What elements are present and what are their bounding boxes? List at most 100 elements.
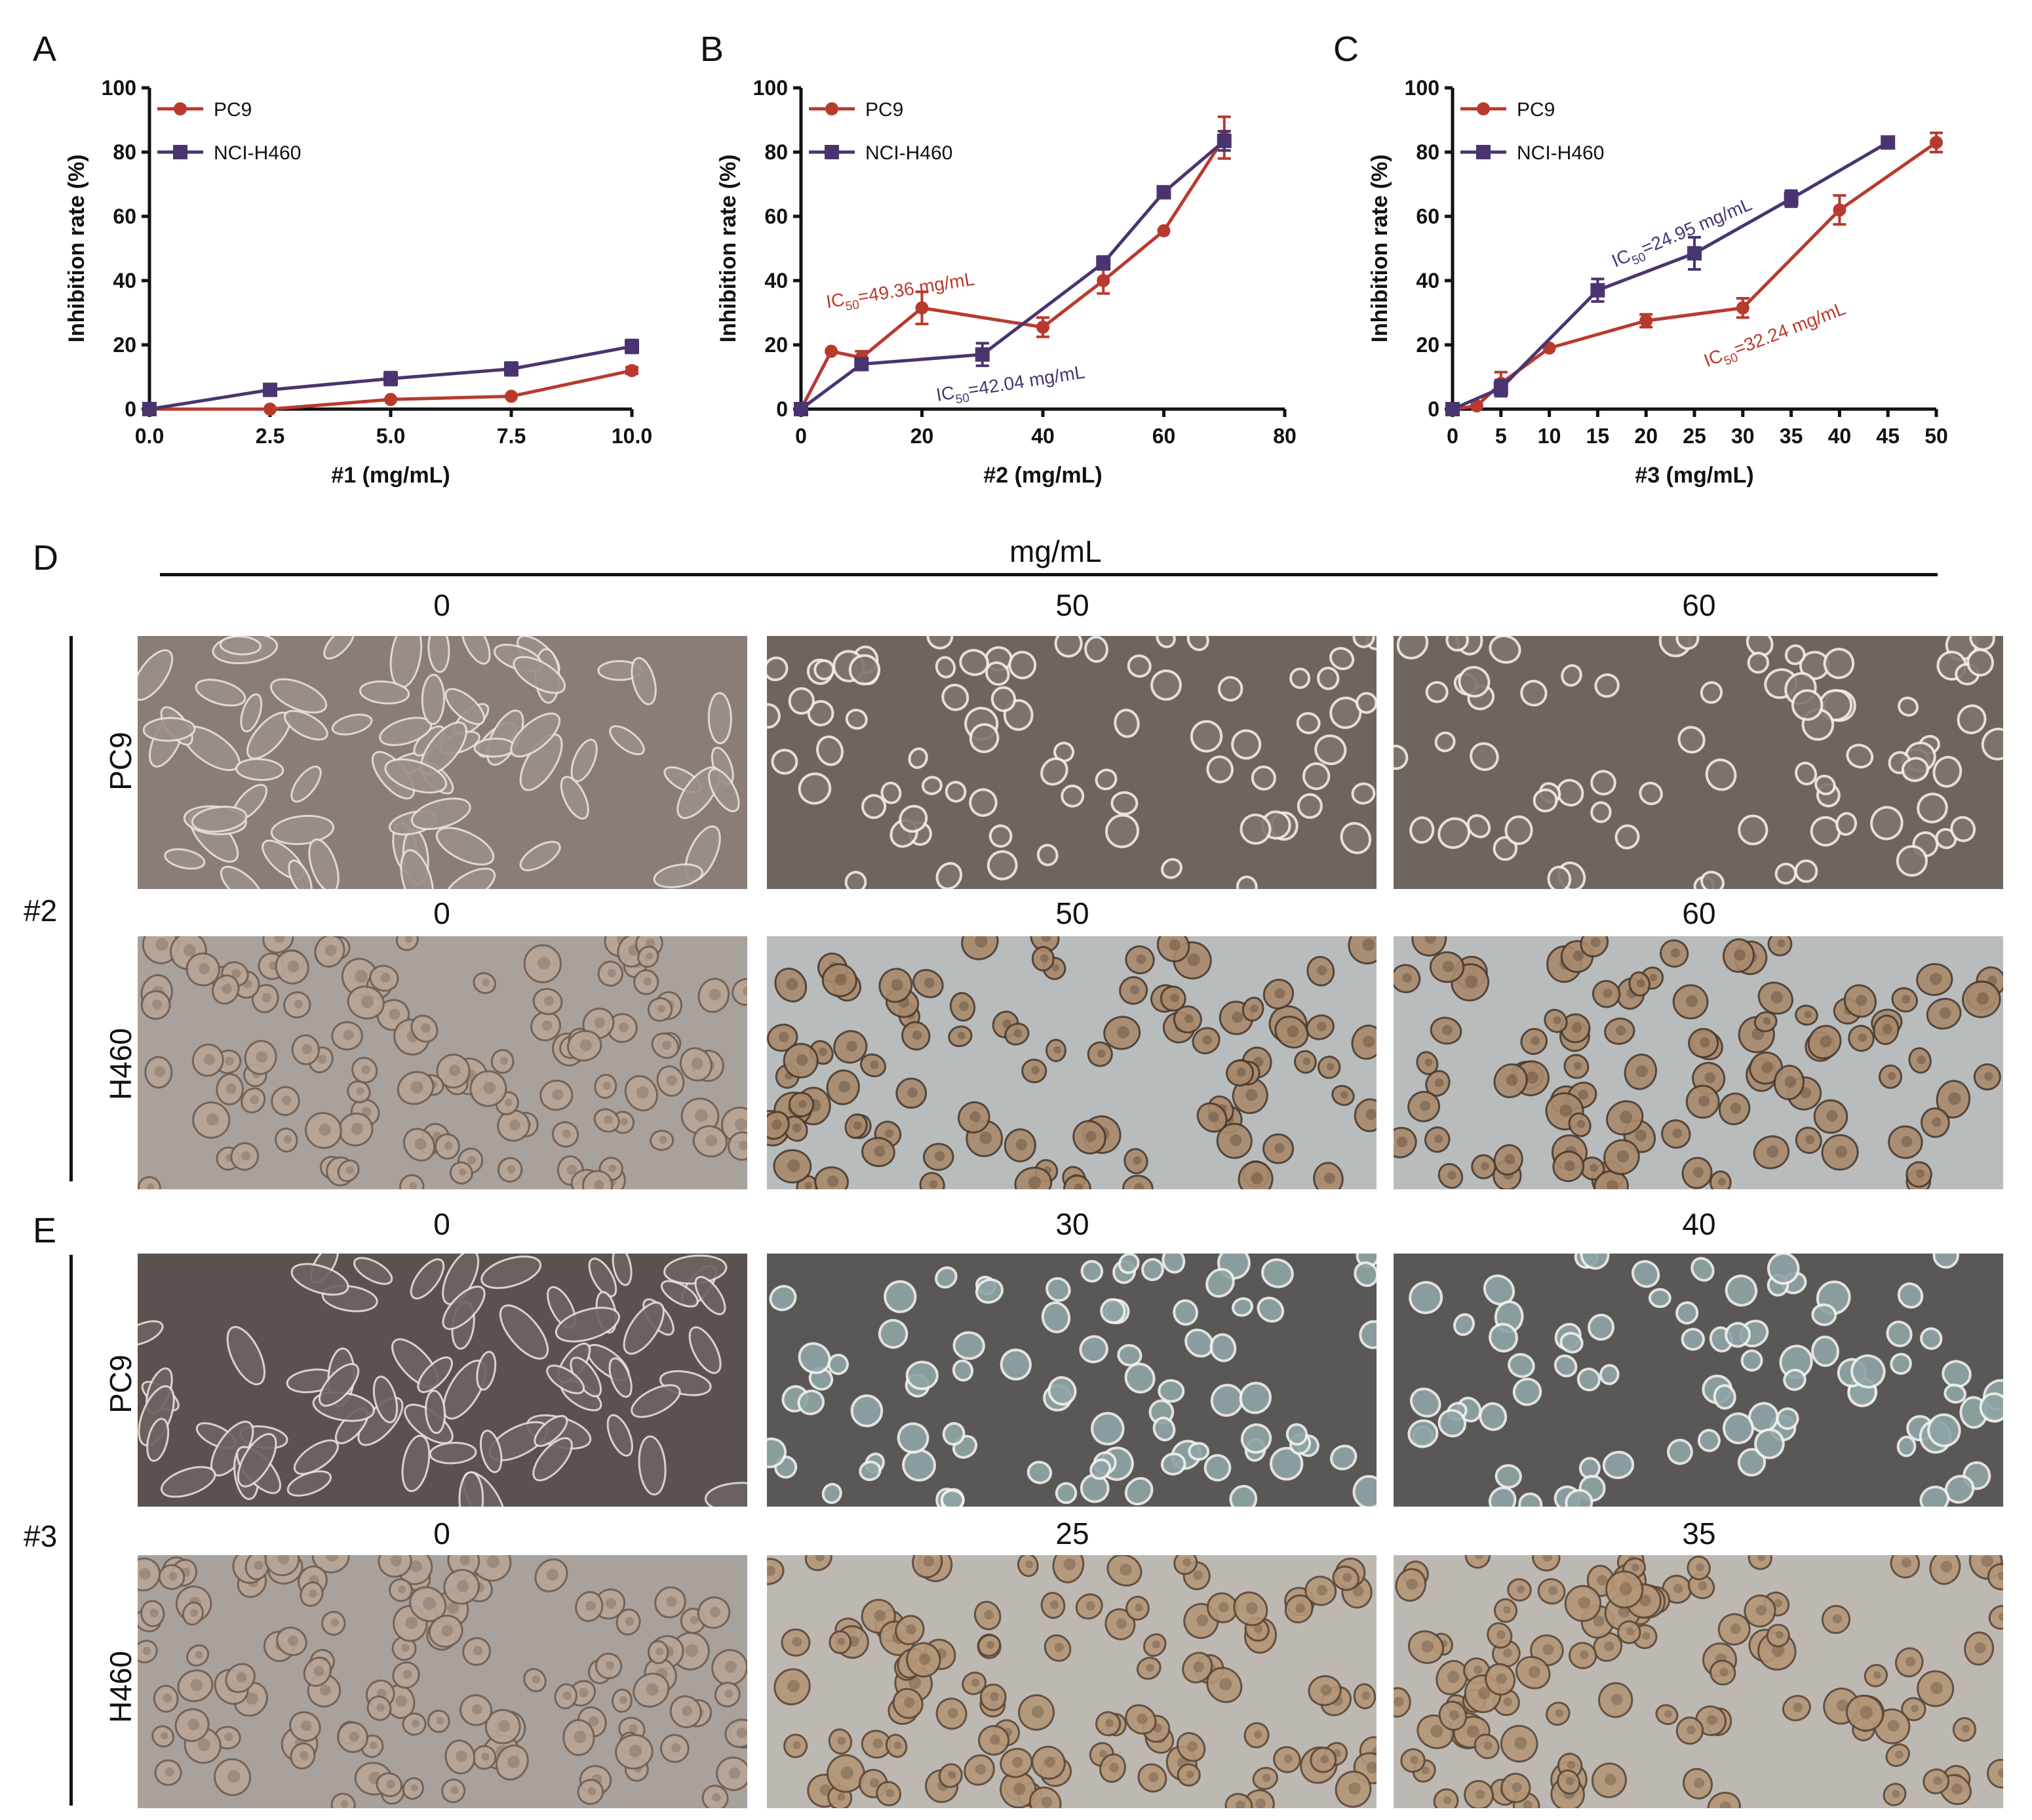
data-point — [384, 393, 397, 406]
data-point — [1881, 135, 1896, 150]
conc-label: 0 — [433, 1516, 450, 1551]
panel-letter-b: B — [700, 30, 724, 69]
data-point — [1493, 381, 1508, 396]
x-tick-label: 40 — [1828, 424, 1852, 448]
data-point — [794, 402, 808, 416]
data-point — [1833, 203, 1846, 217]
y-tick-label: 80 — [113, 140, 136, 164]
micrograph-h460-2-0 — [138, 936, 747, 1189]
y-tick-label: 20 — [1416, 333, 1439, 357]
conc-label: 40 — [1682, 1207, 1716, 1241]
y-tick-label: 40 — [113, 269, 136, 292]
group-label-2: #2 — [24, 894, 58, 928]
legend-label: NCI-H460 — [214, 142, 301, 164]
row-label-h460-2: H460 — [104, 1028, 138, 1100]
y-tick-label: 0 — [125, 397, 136, 421]
conc-label: 25 — [1055, 1516, 1089, 1551]
ic50-annotation: IC50=49.36 mg/mL — [825, 268, 977, 316]
micrograph-image — [767, 936, 1377, 1189]
micrograph-h460-3-35 — [1394, 1555, 2003, 1808]
conc-label: 0 — [433, 896, 450, 930]
x-tick-label: 2.5 — [256, 424, 284, 448]
y-axis-label: Inhibition rate (%) — [64, 154, 89, 342]
x-tick-label: 25 — [1683, 424, 1706, 448]
y-tick-label: 100 — [1405, 76, 1439, 100]
micrograph-pc9-2-60 — [1394, 636, 2003, 889]
data-point — [1097, 274, 1110, 287]
data-point — [1784, 191, 1799, 207]
y-tick-label: 20 — [113, 333, 136, 357]
series-line-nci-h460 — [800, 139, 1226, 411]
x-tick-label: 0 — [1447, 424, 1458, 448]
x-tick-label: 5.0 — [376, 424, 405, 448]
y-tick-label: 60 — [764, 205, 788, 228]
data-point — [1156, 185, 1171, 200]
data-point — [505, 389, 518, 403]
panel-letter-d: D — [33, 538, 58, 578]
group-bracket-2 — [69, 636, 73, 1181]
data-point — [625, 339, 639, 354]
data-point — [1687, 246, 1702, 261]
data-point — [915, 301, 929, 315]
y-tick-label: 80 — [1416, 140, 1439, 164]
concentration-header-rule — [160, 573, 1938, 576]
y-tick-label: 60 — [113, 205, 136, 228]
panel-letter-c: C — [1333, 30, 1359, 69]
x-tick-label: 20 — [910, 424, 934, 448]
x-tick-label: 5 — [1495, 424, 1507, 448]
y-axis-label: Inhibition rate (%) — [716, 154, 741, 342]
x-tick-label: 45 — [1876, 424, 1900, 448]
legend-label: NCI-H460 — [1517, 142, 1604, 164]
conc-label: 30 — [1055, 1207, 1089, 1241]
micrograph-h460-2-50 — [767, 936, 1377, 1189]
data-point — [504, 361, 518, 376]
row-label-h460-3: H460 — [104, 1651, 138, 1723]
micrograph-image — [138, 1254, 747, 1507]
micrograph-image — [1394, 636, 2003, 889]
conc-label: 50 — [1055, 896, 1089, 930]
legend-marker — [173, 145, 187, 159]
data-point — [825, 344, 838, 358]
ic50-annotation-text: IC50=49.36 mg/mL — [825, 268, 977, 316]
y-tick-label: 40 — [764, 269, 788, 292]
micrograph-image — [1394, 1254, 2003, 1507]
legend-marker — [825, 102, 838, 115]
y-tick-label: 80 — [764, 140, 788, 164]
x-tick-label: 0.0 — [135, 424, 164, 448]
y-tick-label: 40 — [1416, 269, 1439, 292]
micrograph-image — [1394, 936, 2003, 1189]
x-tick-label: 35 — [1780, 424, 1803, 448]
conc-label: 60 — [1682, 588, 1716, 622]
legend-marker — [825, 145, 839, 159]
data-point — [854, 357, 869, 372]
x-tick-label: 40 — [1031, 424, 1055, 448]
data-point — [1036, 321, 1049, 334]
concentration-unit-label: mg/mL — [1009, 534, 1102, 568]
x-tick-label: 15 — [1586, 424, 1610, 448]
series-line-pc9 — [1452, 141, 1938, 411]
ic50-annotation: IC50=24.95 mg/mL — [1609, 194, 1755, 271]
panel-letter-a: A — [33, 30, 57, 69]
data-point — [1930, 136, 1943, 149]
data-point — [264, 403, 277, 416]
data-point — [1470, 399, 1483, 413]
ic50-annotation: IC50=42.04 mg/mL — [935, 361, 1086, 406]
data-point — [263, 382, 277, 397]
micrograph-h460-3-25 — [767, 1555, 1377, 1808]
data-point — [1157, 224, 1171, 238]
data-point — [1445, 402, 1460, 416]
x-tick-label: 30 — [1731, 424, 1755, 448]
legend-label: PC9 — [214, 99, 252, 121]
panel-letter-e: E — [33, 1211, 57, 1250]
micrograph-image — [138, 1555, 747, 1808]
data-point — [1736, 301, 1749, 315]
micrograph-h460-3-0 — [138, 1555, 747, 1808]
data-point — [1217, 133, 1232, 148]
legend-label: PC9 — [865, 99, 903, 121]
x-tick-label: 0 — [795, 424, 807, 448]
conc-label: 0 — [433, 588, 450, 622]
x-tick-label: 10.0 — [612, 424, 652, 448]
micrograph-image — [767, 1254, 1377, 1507]
y-tick-label: 60 — [1416, 205, 1439, 228]
